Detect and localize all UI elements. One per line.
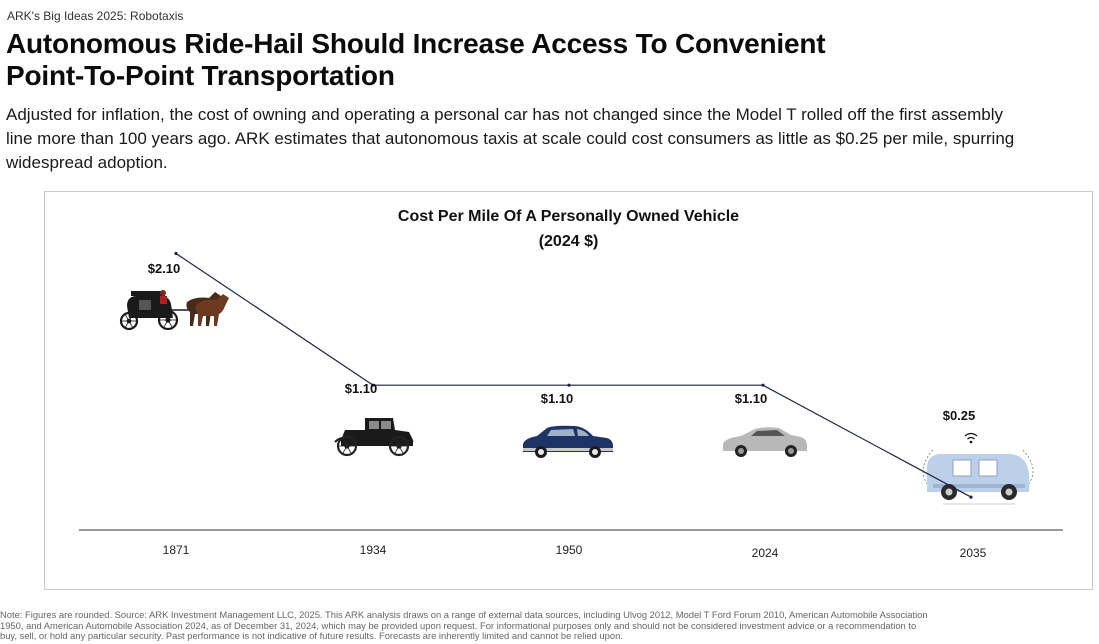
page-headline: Autonomous Ride-Hail Should Increase Acc…: [6, 28, 1086, 92]
model-t-car-icon: [334, 418, 414, 457]
report-eyebrow: ARK's Big Ideas 2025: Robotaxis: [7, 9, 184, 23]
x-tick-label: 1950: [556, 543, 583, 557]
modern-sedan-icon: [723, 427, 807, 457]
footnote-line-2: 1950, and American Automobile Associatio…: [0, 619, 917, 631]
cost-per-mile-line: [175, 253, 972, 498]
x-tick-label: 2024: [752, 546, 779, 560]
data-point: [174, 251, 178, 256]
x-tick-label: 1871: [163, 543, 190, 557]
lede-paragraph: Adjusted for inflation, the cost of owni…: [6, 103, 1099, 175]
data-point: [567, 383, 571, 387]
vehicle-icons: [119, 290, 1034, 505]
data-label: $2.10: [148, 261, 181, 276]
data-point: [371, 383, 375, 387]
footnote-line-3: buy, sell, or hold any particular securi…: [0, 630, 623, 641]
x-tick-label: 1934: [360, 543, 387, 557]
lede-line-1: Adjusted for inflation, the cost of owni…: [6, 105, 1003, 124]
data-label: $1.10: [541, 391, 574, 406]
data-label: $0.25: [943, 408, 976, 423]
robotaxi-icon: [922, 449, 1034, 505]
lede-line-3: widespread adoption.: [6, 153, 168, 172]
chart-title-line-1: Cost Per Mile Of A Personally Owned Vehi…: [397, 208, 740, 225]
data-label: $1.10: [345, 381, 378, 396]
x-tick-label: 2035: [960, 546, 987, 560]
chart-panel: $2.10 1871 $1.10 1934 $1.10 1950 $1.10 2024 $0.2…: [44, 191, 1093, 590]
data-point: [969, 495, 973, 499]
chart-title-line-2: (2024 $): [538, 233, 599, 250]
chart-marks: $2.10 1871 $1.10 1934 $1.10 1950 $1.10 2024 $0.2…: [79, 251, 1063, 560]
horse-carriage-icon: [119, 290, 229, 331]
data-label: $1.10: [735, 391, 768, 406]
footnote: Note: Figures are rounded. Source: ARK I…: [0, 610, 1099, 642]
headline-line-1: Autonomous Ride-Hail Should Increase Acc…: [6, 28, 826, 59]
chart-title: Cost Per Mile Of A Personally Owned Vehi…: [45, 204, 1092, 254]
1950s-sedan-icon: [523, 425, 613, 458]
sensor-signal-icon: [964, 432, 978, 444]
headline-line-2: Point-To-Point Transportation: [6, 60, 395, 91]
lede-line-2: line more than 100 years ago. ARK estima…: [6, 129, 1015, 148]
data-point: [761, 383, 765, 387]
chart-svg: $2.10 1871 $1.10 1934 $1.10 1950 $1.10 2024 $0.2…: [79, 251, 1063, 560]
footnote-line-1: Note: Figures are rounded. Source: ARK I…: [0, 610, 928, 620]
